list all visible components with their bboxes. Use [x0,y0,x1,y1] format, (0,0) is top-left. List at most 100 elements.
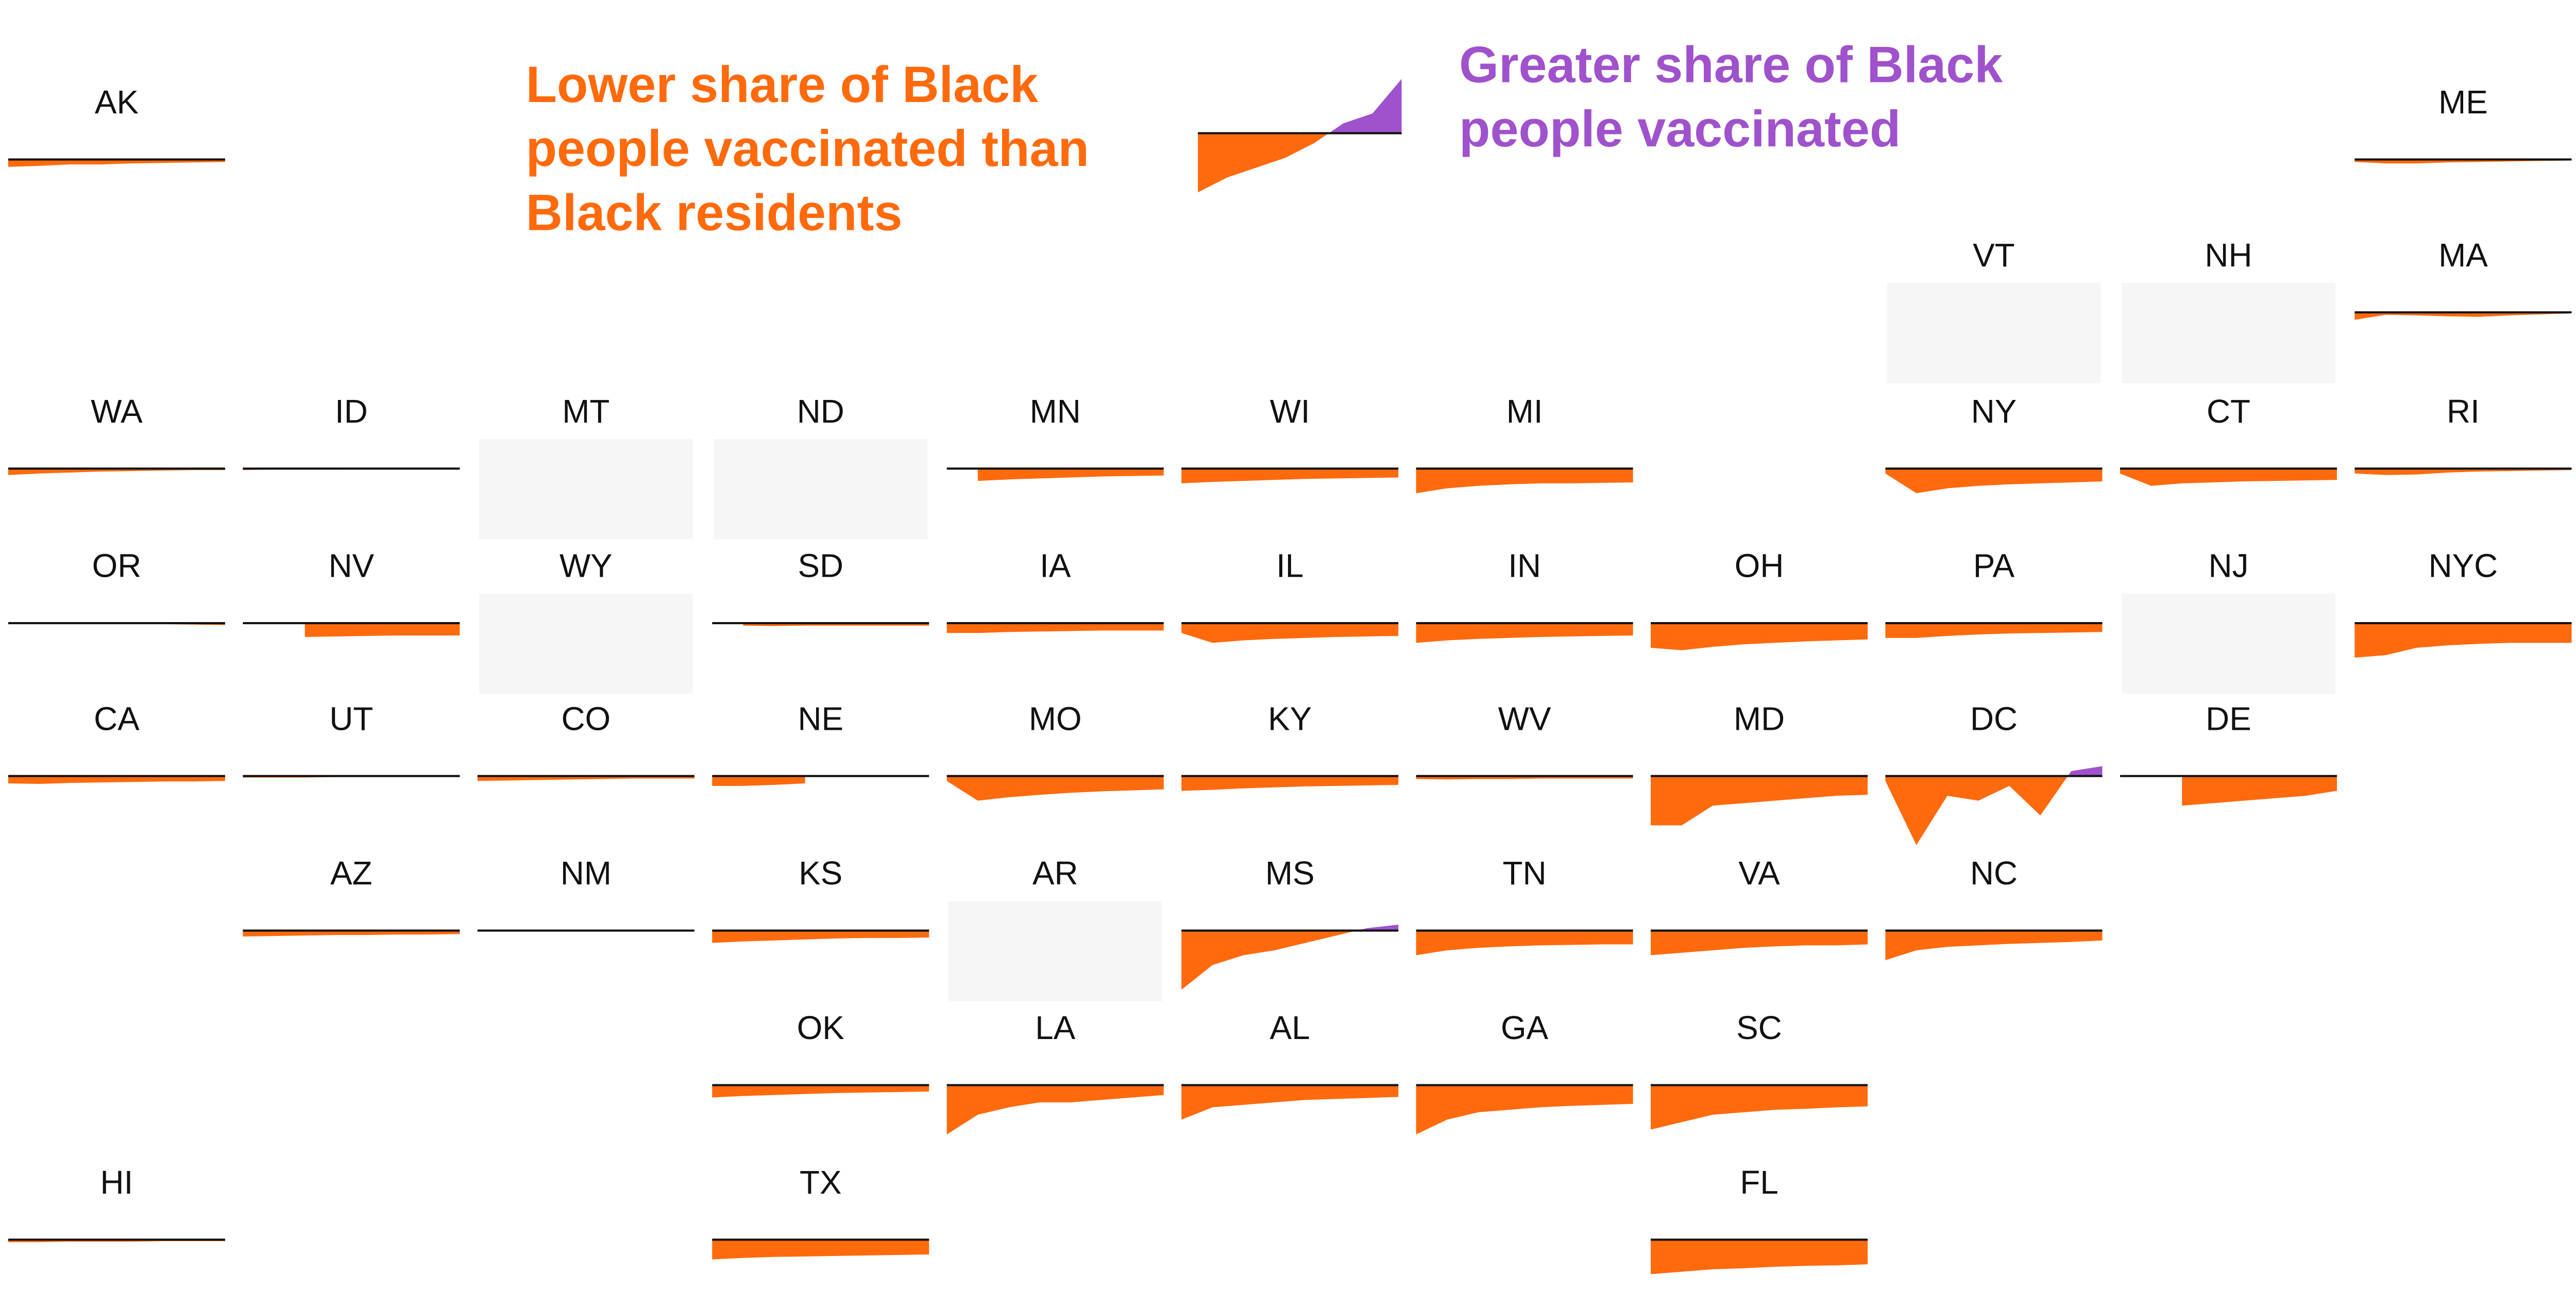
state-label: IN [1508,547,1541,584]
area-below [477,776,694,781]
legend-above-text: people vaccinated [1459,100,1901,157]
state-label: MT [562,393,609,430]
state-label: AR [1032,855,1078,892]
area-below [243,930,460,937]
state-label: KY [1268,700,1312,737]
state-label: CA [94,700,140,737]
state-label: TX [800,1164,842,1201]
area-below [1416,623,1633,643]
area-below [1651,1085,1868,1130]
state-label: MI [1506,393,1543,430]
state-label: NC [1970,855,2018,892]
state-label: CT [2207,393,2250,430]
state-label: UT [329,700,373,737]
area-below [304,623,460,637]
state-label: VT [1973,237,2015,274]
state-label: TN [1503,855,1547,892]
state-label: NJ [2209,547,2249,584]
area-below [1651,623,1868,650]
state-label: WY [560,547,613,584]
state-label: ND [797,393,844,430]
area-below [712,930,929,943]
area-below [2354,312,2572,320]
area-below [2120,468,2337,486]
state-label: PA [1973,547,2015,584]
state-label: CO [562,700,611,737]
state-label: OK [797,1009,844,1046]
area-below [946,776,1164,801]
state-label: IA [1040,547,1071,584]
state-label: WV [1498,700,1551,737]
no-data-tile [1887,282,2101,383]
no-data-tile [479,593,693,694]
state-label: FL [1740,1164,1778,1201]
state-label: NV [329,547,375,584]
state-label: MA [2438,237,2488,274]
state-label: SD [798,547,843,584]
area-below [1181,776,1399,791]
area-below [1885,930,2103,960]
area-below [2354,623,2572,658]
area-below [8,776,225,784]
no-data-tile [2122,593,2335,694]
legend-below-text: Lower share of Black [526,56,1039,113]
state-label: KS [799,855,842,892]
state-label: DE [2206,700,2251,737]
area-below [1416,930,1633,956]
state-label: NY [1971,393,2017,430]
no-data-tile [714,439,928,540]
area-below [946,623,1164,633]
state-label: MS [1265,855,1315,892]
state-label: WA [91,393,143,430]
area-below [1416,468,1633,494]
state-label: NM [561,855,612,892]
area-below [8,159,225,167]
no-data-tile [948,901,1162,1001]
no-data-tile [479,439,693,540]
legend-below-text: Black residents [526,184,903,241]
area-below [712,776,805,786]
state-label: NH [2205,237,2252,274]
area-below [1651,1240,1868,1275]
area-below [1651,930,1868,956]
state-label: OH [1735,547,1784,584]
state-label: MD [1734,700,1785,737]
area-below [712,1240,929,1260]
area-below [1181,623,1399,643]
state-label: OR [92,547,142,584]
state-label: NYC [2429,547,2498,584]
area-below [2354,468,2572,475]
state-label: AK [95,83,139,121]
area-below [8,468,225,475]
state-label: WI [1270,393,1310,430]
state-label: HI [100,1164,133,1201]
state-label: ME [2438,83,2488,121]
area-below [712,1085,929,1098]
state-label: MO [1029,700,1082,737]
state-label: LA [1035,1009,1075,1046]
state-label: SC [1736,1009,1782,1046]
area-below [1198,133,1402,193]
state-label: MN [1030,393,1081,430]
state-label: IL [1276,547,1303,584]
no-data-tile [2122,282,2335,383]
state-label: RI [2447,393,2480,430]
area-above [1198,79,1402,133]
legend-below-text: people vaccinated than [526,120,1089,177]
area-below [1181,468,1399,483]
area-below [2182,776,2337,806]
state-label: AZ [330,855,372,892]
state-label: AL [1270,1009,1310,1046]
area-below [1885,623,2103,638]
state-label: DC [1970,700,2018,737]
state-label: VA [1738,855,1780,892]
area-below [1416,1085,1633,1135]
state-label: ID [335,393,368,430]
area-below [977,468,1164,481]
area-below [1885,468,2103,494]
state-label: NE [798,700,843,737]
area-below [1181,930,1399,990]
legend-above-text: Greater share of Black [1459,36,2003,93]
